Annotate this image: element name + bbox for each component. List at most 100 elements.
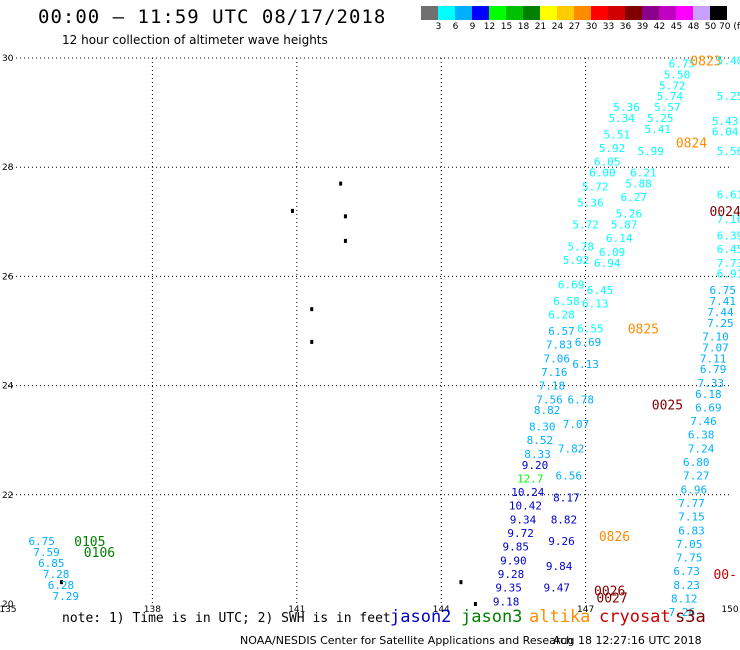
land-point [310,307,314,312]
y-tick-label: 30 [2,54,14,64]
swh-label: 5.92 [599,142,626,155]
scale-swatch [506,6,523,20]
swh-label: 6.13 [572,358,599,371]
swh-label: 7.06 [543,352,570,365]
swh-label: 6.18 [695,388,722,401]
swh-label: 5.57 [654,101,681,114]
swh-label: 9.84 [546,560,573,573]
y-tick-label: 20 [2,600,14,610]
swh-label: 7.24 [688,442,715,455]
swh-label: 9.20 [522,459,549,472]
time-label: 0106 [84,546,115,561]
swh-label: 6.28 [48,579,75,592]
swh-label: 7.16 [717,213,740,226]
x-tick-label: 135 [0,605,17,615]
swh-label: 5.25 [647,112,674,125]
swh-label: 6.14 [606,232,633,245]
swh-label: 6.78 [568,393,595,406]
swh-label: 7.07 [563,418,590,431]
land-point [339,181,343,186]
swh-label: 7.18 [539,380,566,393]
scale-swatch [438,6,455,20]
swh-label: 8.33 [524,448,551,461]
swh-label: 5.25 [717,90,740,103]
scale-swatch [608,6,625,20]
swh-label: 6.28 [548,309,575,322]
chart-subtitle: 12 hour collection of altimeter wave hei… [62,33,328,47]
land-point [59,580,63,585]
time-label: 0823 [690,55,721,70]
x-tick-label: 144 [433,605,450,615]
swh-label: 12.7 [517,472,544,485]
swh-label: 5.50 [664,68,691,81]
swh-label: 7.27 [683,470,710,483]
swh-label: 5.56 [717,145,740,158]
swh-label: 5.88 [625,178,652,191]
swh-label: 5.72 [572,219,599,232]
swh-label: 5.72 [659,79,686,92]
swh-label: 7.73 [717,257,740,270]
swh-label: 6.09 [599,246,626,259]
swh-label: 6.79 [700,363,727,376]
swh-label: 6.05 [594,156,621,169]
footer-credit: NOAA/NESDIS Center for Satellite Applica… [240,634,574,647]
scale-swatch [642,6,659,20]
scale-tick-label: 48 [687,22,700,32]
swh-label: 7.28 [43,568,70,581]
scale-tick-label: 42 [653,22,666,32]
swh-label: 5.51 [604,128,631,141]
swh-label: 9.72 [507,527,534,540]
swh-label: 9.18 [493,595,520,608]
chart-title: 00:00 – 11:59 UTC 08/17/2018 [38,6,387,28]
swh-label: 8.12 [671,593,698,606]
swh-label: 8.17 [553,492,580,505]
legend-note: note: 1) Time is in UTC; 2) SWH is in fe… [62,611,391,626]
swh-label: 7.46 [690,415,717,428]
swh-label: 7.16 [541,366,568,379]
swh-label: 6.57 [548,325,575,338]
swh-label: 9.34 [510,513,537,526]
legend-altika: altika [529,607,591,627]
swh-label: 6.45 [587,284,614,297]
swh-label: 7.75 [676,552,703,565]
land-point [343,214,347,219]
swh-label: 8.82 [551,513,578,526]
swh-label: 8.52 [527,434,554,447]
scale-swatch [421,6,438,20]
y-tick-label: 22 [2,491,13,501]
scale-swatch [455,6,472,20]
scale-tick-label: 33 [602,22,615,32]
swh-label: 5.43 [712,115,739,128]
scale-tick-label: 21 [534,22,547,32]
land-point [459,580,463,585]
scale-tick-label: 39 [636,22,649,32]
scale-tick-label: 50 [704,22,717,32]
swh-label: 6.13 [582,298,609,311]
swh-label: 5.92 [563,254,590,267]
x-tick-label: 150 [721,605,738,615]
swh-label: 9.90 [500,554,527,567]
time-label: 0024 [710,205,740,220]
scale-unit-label: 70 (ft) [719,22,740,32]
swh-label: 5.87 [611,219,638,232]
swh-label: 7.25 [707,317,734,330]
scale-swatch [472,6,489,20]
swh-label: 7.11 [700,352,727,365]
time-label: 0105 [74,535,105,550]
scale-swatch [557,6,574,20]
scale-swatch [540,6,557,20]
swh-label: 7.07 [702,341,729,354]
swh-label: 6.75 [710,284,737,297]
swh-label: 10.24 [511,486,544,499]
scale-tick-label: 3 [435,22,442,32]
time-label: 0826 [599,530,630,545]
swh-label: 9.85 [503,541,530,554]
swh-label: 6.58 [553,295,580,308]
swh-label: 10.42 [509,500,542,513]
swh-label: 7.83 [546,339,573,352]
swh-label: 6.38 [688,429,715,442]
legend-s3a: s3a [675,607,706,627]
swh-label: 7.33 [697,377,724,390]
swh-label: 9.26 [548,535,575,548]
